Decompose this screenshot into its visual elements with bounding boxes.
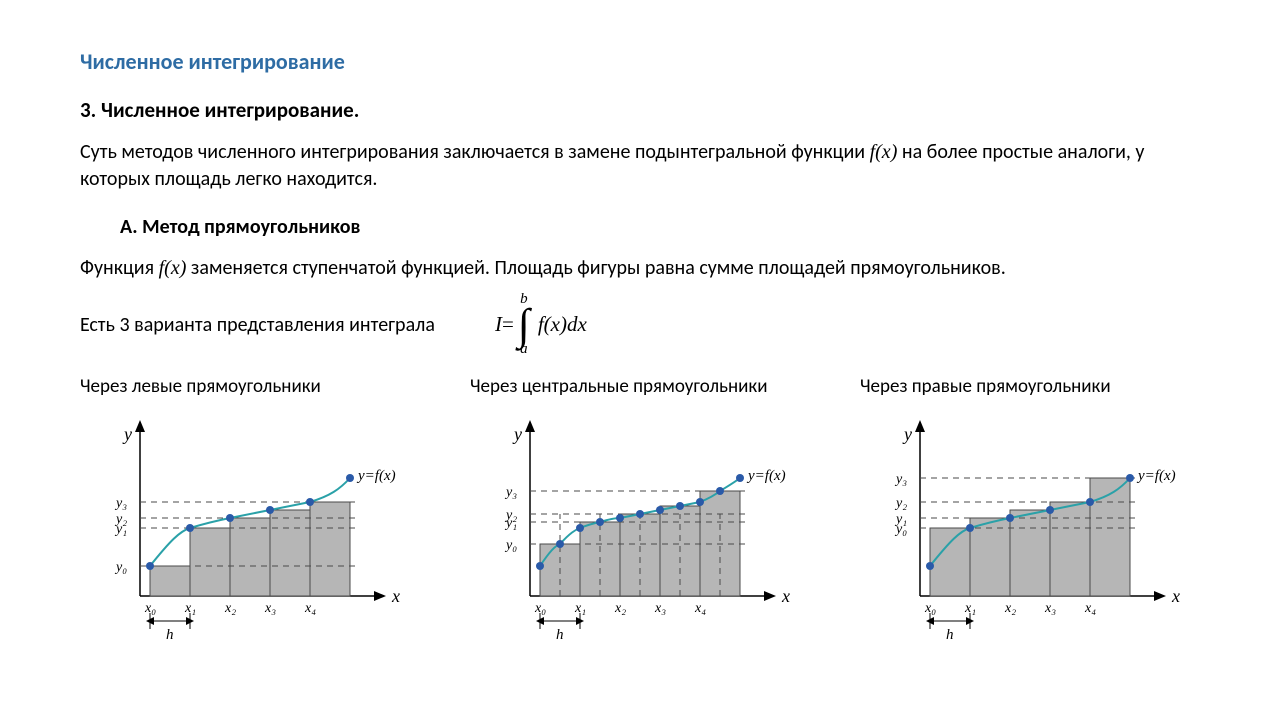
svg-text:x₄: x₄ — [304, 601, 316, 616]
chart-center: yxy₀y₁y₂y₃y=f(x)x₀x₁x₂x₃x₄h — [470, 406, 810, 646]
integral-row: Есть 3 варианта представления интеграла … — [80, 292, 1200, 357]
chart-left-title: Через левые прямоугольники — [80, 375, 420, 398]
svg-text:x₃: x₃ — [654, 601, 666, 616]
para2-a: Функция — [80, 256, 159, 280]
intro3: Есть 3 варианта представления интеграла — [80, 313, 435, 337]
svg-text:x₂: x₂ — [614, 601, 626, 616]
charts-row: Через левые прямоугольники yxy₀y₁y₂y₃y=f… — [80, 375, 1200, 646]
para2-b: заменяется ступенчатой функцией. Площадь… — [186, 256, 1005, 280]
svg-text:x₄: x₄ — [694, 601, 706, 616]
eq-eq: = — [502, 312, 514, 337]
svg-text:y=f(x): y=f(x) — [356, 468, 396, 484]
chart-right-title: Через правые прямоугольники — [860, 375, 1200, 398]
document-page: Численное интегрирование 3. Численное ин… — [0, 0, 1280, 720]
svg-text:y₃: y₃ — [114, 496, 127, 511]
svg-text:x₃: x₃ — [264, 601, 276, 616]
svg-text:x: x — [781, 586, 790, 606]
chart-center-col: Через центральные прямоугольники yxy₀y₁y… — [470, 375, 810, 646]
svg-text:x₂: x₂ — [1004, 601, 1016, 616]
svg-text:h: h — [166, 627, 174, 643]
svg-text:y₂: y₂ — [114, 512, 127, 527]
chart-left: yxy₀y₁y₂y₃y=f(x)x₀x₁x₂x₃x₄h — [80, 406, 420, 646]
svg-text:y₀: y₀ — [114, 560, 127, 575]
chart-right-col: Через правые прямоугольники yxy₀y₁y₂y₃y=… — [860, 375, 1200, 646]
svg-text:y: y — [122, 424, 132, 444]
svg-text:y₃: y₃ — [894, 472, 907, 487]
method-heading: А. Метод прямоугольников — [120, 215, 1200, 239]
svg-text:y₀: y₀ — [504, 538, 517, 553]
svg-text:x₄: x₄ — [1084, 601, 1096, 616]
chart-right: yxy₀y₁y₂y₃y=f(x)x₀x₁x₂x₃x₄h — [860, 406, 1200, 646]
svg-text:h: h — [556, 627, 564, 643]
svg-text:y=f(x): y=f(x) — [1136, 468, 1176, 484]
svg-text:y₂: y₂ — [894, 496, 907, 511]
svg-text:x₂: x₂ — [224, 601, 236, 616]
svg-text:x₃: x₃ — [1044, 601, 1056, 616]
int-symbol: ∫ — [518, 307, 530, 342]
integral-equation: I = b ∫ a f(x)dx — [495, 292, 587, 357]
integral-sign: b ∫ a — [518, 292, 530, 357]
chart-left-col: Через левые прямоугольники yxy₀y₁y₂y₃y=f… — [80, 375, 420, 646]
integrand: f(x)dx — [538, 312, 587, 337]
svg-text:y: y — [902, 424, 912, 444]
para1-a: Суть методов численного интегрирования з… — [80, 140, 870, 164]
paragraph-1: Суть методов численного интегрирования з… — [80, 139, 1200, 193]
section-heading: 3. Численное интегрирование. — [80, 97, 1200, 123]
svg-text:y=f(x): y=f(x) — [746, 468, 786, 484]
eq-lhs: I — [495, 312, 502, 337]
paragraph-2: Функция f(x) заменяется ступенчатой функ… — [80, 255, 1200, 282]
svg-text:y₁: y₁ — [894, 512, 907, 527]
page-title: Численное интегрирование — [80, 48, 1200, 75]
svg-text:y₃: y₃ — [504, 485, 517, 500]
svg-text:y₂: y₂ — [504, 508, 517, 523]
svg-text:x: x — [391, 586, 400, 606]
svg-text:y: y — [512, 424, 522, 444]
fx-inline: f(x) — [870, 141, 898, 163]
svg-text:x: x — [1171, 586, 1180, 606]
fx-inline: f(x) — [159, 257, 187, 279]
svg-text:h: h — [946, 627, 954, 643]
chart-center-title: Через центральные прямоугольники — [470, 375, 810, 398]
lower-limit: a — [520, 342, 528, 357]
